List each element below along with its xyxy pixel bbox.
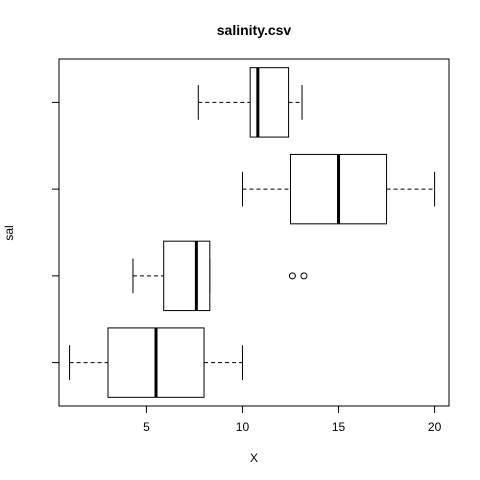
iqr-box: [249, 67, 290, 138]
x-tick-label: 15: [332, 420, 346, 434]
x-tick-label: 5: [143, 420, 150, 434]
x-axis: 5 10 15 20: [143, 405, 442, 434]
box-group: [241, 153, 436, 225]
y-axis-label: sal: [2, 225, 16, 240]
x-tick-label: 20: [428, 420, 442, 434]
x-axis-label: X: [250, 451, 258, 465]
outlier-point: [288, 272, 296, 280]
box-group: [69, 327, 243, 398]
box-group: [197, 67, 303, 138]
outlier-point: [300, 272, 308, 280]
box-group: [132, 240, 308, 312]
y-axis: [52, 101, 60, 364]
x-tick-label: 10: [236, 420, 250, 434]
boxes: [69, 67, 436, 398]
chart-title: salinity.csv: [217, 22, 292, 38]
iqr-box: [163, 240, 211, 312]
